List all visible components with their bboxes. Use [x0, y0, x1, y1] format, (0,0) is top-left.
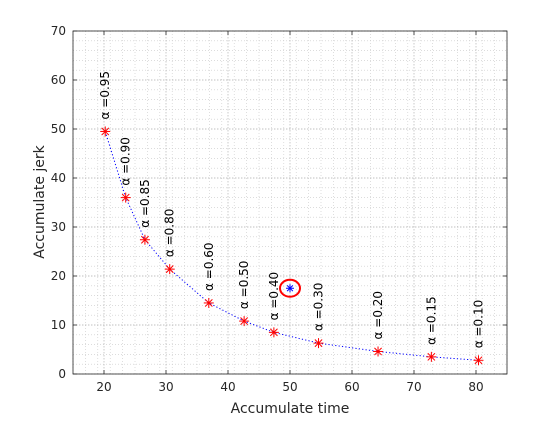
- point-labels: α =0.95 α =0.90 α =0.85 α =0.80 α =0.60 α =0.…: [98, 71, 485, 348]
- point-label: α =0.95: [98, 71, 112, 120]
- data-point: [473, 355, 484, 366]
- data-point: [139, 234, 150, 245]
- point-label: α =0.30: [312, 283, 326, 332]
- data-point: [164, 264, 175, 275]
- highlight-circle: [279, 278, 301, 298]
- point-label: α =0.90: [119, 137, 133, 186]
- y-tick-label: 30: [51, 220, 66, 234]
- highlight-point: [279, 278, 301, 298]
- y-tick-label: 20: [51, 269, 66, 283]
- data-point: [203, 297, 214, 308]
- point-label: α =0.10: [471, 300, 485, 349]
- x-axis: 20 30 40 50 60 70 80: [96, 31, 484, 394]
- x-axis-label: Accumulate time: [231, 401, 350, 417]
- point-label: α =0.60: [202, 242, 216, 291]
- x-tick-label: 40: [220, 380, 235, 394]
- x-tick-label: 20: [96, 380, 111, 394]
- x-tick-label: 50: [282, 380, 297, 394]
- x-tick-label: 60: [344, 380, 359, 394]
- highlight-marker: [286, 284, 294, 293]
- y-tick-label: 50: [51, 122, 66, 136]
- data-point: [100, 126, 111, 137]
- y-axis-label: Accumulate jerk: [32, 144, 48, 258]
- x-tick-label: 70: [406, 380, 421, 394]
- point-label: α =0.15: [424, 296, 438, 345]
- y-tick-label: 40: [51, 171, 66, 185]
- x-tick-label: 80: [468, 380, 483, 394]
- y-tick-label: 70: [51, 24, 66, 38]
- data-point: [268, 327, 279, 338]
- data-points: [100, 126, 484, 366]
- data-point: [120, 192, 131, 203]
- y-axis: 0 10 20 30 40 50 60 70: [51, 24, 507, 381]
- data-point: [426, 351, 437, 362]
- x-tick-label: 30: [158, 380, 173, 394]
- y-tick-label: 60: [51, 73, 66, 87]
- data-point: [373, 346, 384, 357]
- y-tick-label: 10: [51, 318, 66, 332]
- data-point: [239, 316, 250, 327]
- point-label: α =0.50: [237, 261, 251, 310]
- y-tick-label: 0: [58, 367, 66, 381]
- data-point: [313, 338, 324, 349]
- point-label: α =0.85: [138, 179, 152, 228]
- point-label: α =0.80: [163, 209, 177, 258]
- point-label: α =0.40: [267, 272, 281, 321]
- point-label: α =0.20: [371, 291, 385, 340]
